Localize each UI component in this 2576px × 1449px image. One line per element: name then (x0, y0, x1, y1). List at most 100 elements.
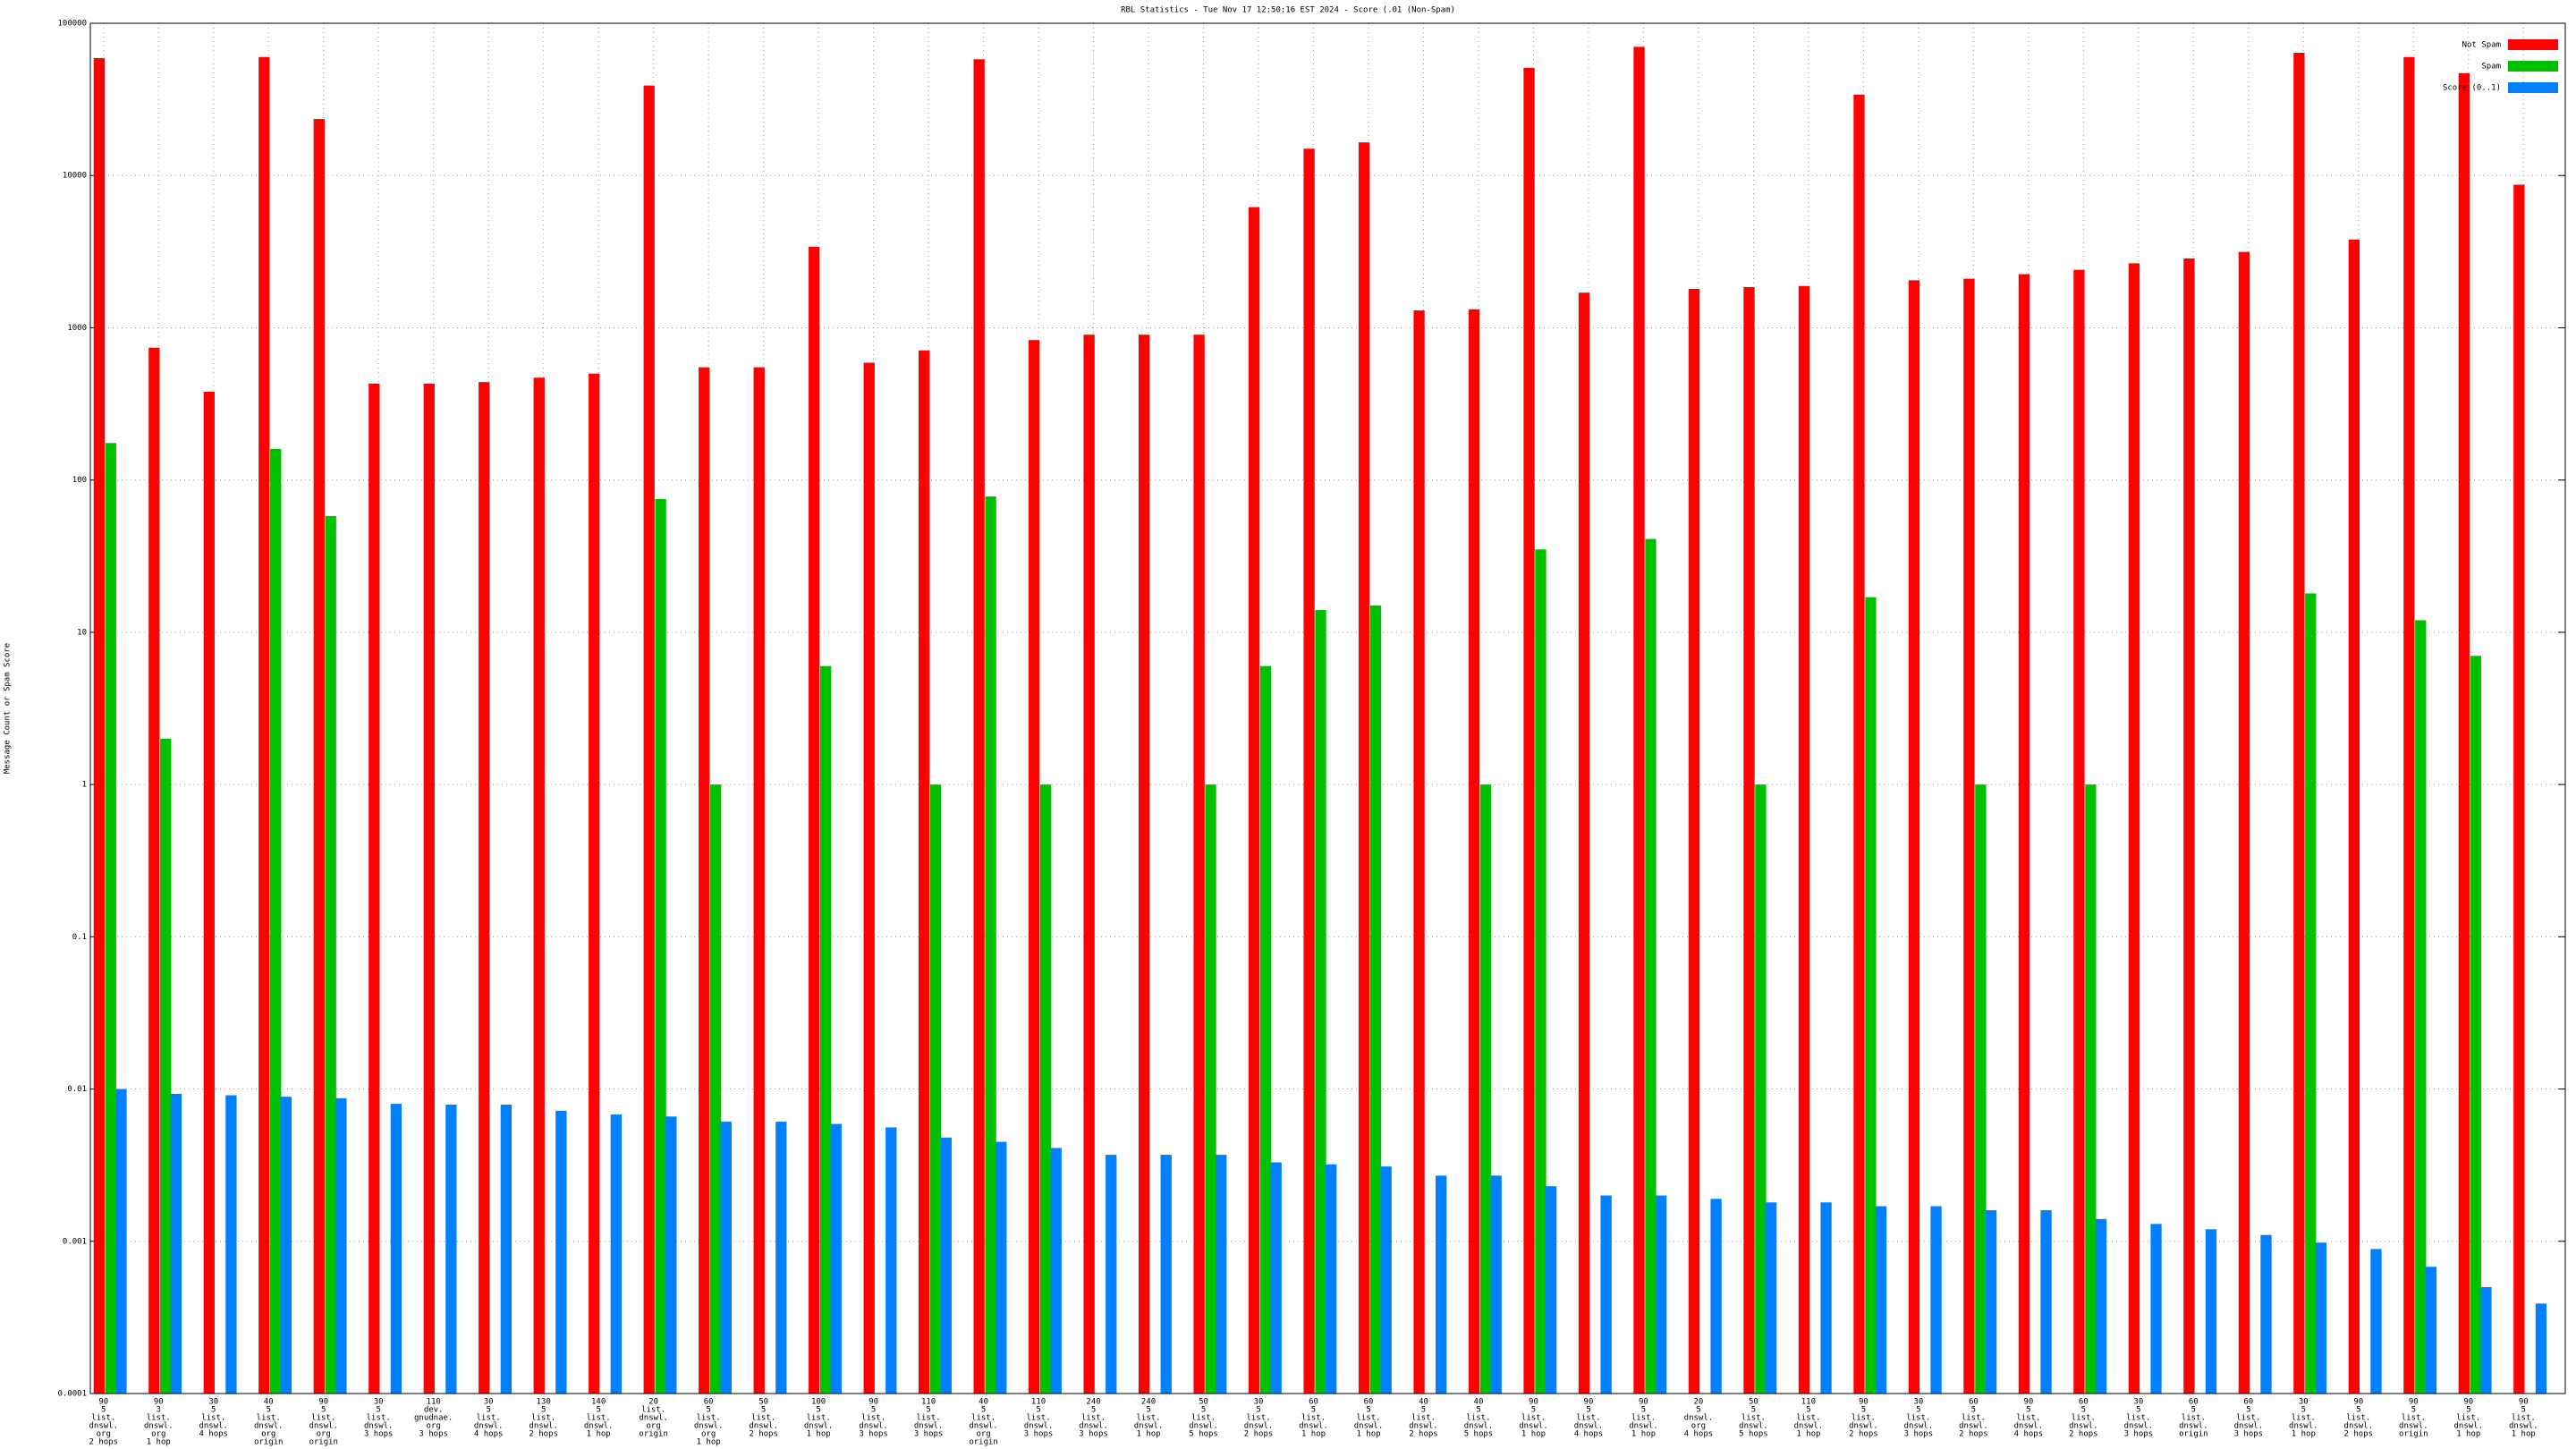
x-tick-label: list. (751, 1414, 775, 1423)
x-tick-label: 1 hop (807, 1430, 831, 1439)
x-tick-label: org (261, 1430, 275, 1439)
x-tick-label: 5 (376, 1406, 380, 1415)
x-tick-label: 110 (427, 1398, 441, 1407)
x-tick-label: 2 hops (2344, 1430, 2374, 1439)
bar (1710, 1199, 1722, 1394)
bar (1865, 597, 1877, 1394)
x-tick-label: dnswl. (2509, 1422, 2538, 1431)
x-tick-label: 110 (921, 1398, 936, 1407)
x-tick-label: org (1691, 1422, 1706, 1431)
x-tick-label: 5 (596, 1406, 600, 1415)
x-tick-label: origin (2399, 1430, 2428, 1439)
bar (1545, 1186, 1557, 1394)
x-tick-label: dnswl. (1684, 1414, 1714, 1423)
bar (1248, 207, 1260, 1394)
x-tick-label: 90 (2409, 1398, 2419, 1407)
x-tick-label: list. (2182, 1414, 2206, 1423)
x-tick-label: 3 hops (2124, 1430, 2154, 1439)
x-tick-label: 50 (1749, 1398, 1758, 1407)
x-tick-label: 4 hops (199, 1430, 228, 1439)
x-tick-label: list. (2346, 1414, 2370, 1423)
x-tick-label: dnswl. (1354, 1422, 1384, 1431)
chart-title: RBL Statistics - Tue Nov 17 12:50:16 EST… (1121, 6, 1455, 15)
bar (270, 448, 282, 1394)
x-tick-label: 40 (1419, 1398, 1428, 1407)
x-tick-label: dnswl. (749, 1422, 778, 1431)
x-tick-label: 90 (1529, 1398, 1538, 1407)
x-tick-label: dnswl. (2289, 1422, 2318, 1431)
x-tick-label: 5 (1146, 1406, 1150, 1415)
x-tick-label: dnswl. (1959, 1422, 1988, 1431)
bar (500, 1104, 513, 1394)
bar (1193, 335, 1205, 1394)
x-tick-label: org (317, 1430, 331, 1439)
x-tick-label: 5 (486, 1406, 490, 1415)
bar (2305, 593, 2317, 1394)
bar (2260, 1234, 2272, 1394)
y-tick-label: 1 (82, 781, 87, 790)
x-tick-label: dnswl. (89, 1422, 118, 1431)
x-tick-label: 5 hops (1464, 1430, 1494, 1439)
bar (1380, 1166, 1392, 1394)
bar (830, 1123, 842, 1394)
x-tick-label: list. (1081, 1414, 1106, 1423)
bar (1259, 665, 1272, 1394)
x-tick-label: 30 (374, 1398, 384, 1407)
bar (390, 1104, 402, 1394)
y-tick-label: 1000 (67, 324, 87, 333)
x-tick-label: dnswl. (474, 1422, 504, 1431)
x-tick-label: list. (2126, 1414, 2150, 1423)
bar (973, 59, 985, 1394)
x-tick-label: 1 hop (587, 1430, 611, 1439)
x-tick-label: org (97, 1430, 111, 1439)
x-tick-label: dnswl. (1299, 1422, 1328, 1431)
x-tick-label: dnswl. (2344, 1422, 2374, 1431)
bar (709, 784, 722, 1394)
x-tick-label: list. (1191, 1414, 1216, 1423)
x-tick-label: dnswl. (914, 1422, 944, 1431)
x-tick-label: dnswl. (1134, 1422, 1164, 1431)
x-tick-label: 90 (2519, 1398, 2529, 1407)
x-tick-label: origin (2179, 1430, 2208, 1439)
bar (809, 246, 820, 1394)
bar (886, 1127, 897, 1394)
x-tick-label: 30 (2133, 1398, 2143, 1407)
bar (1765, 1202, 1777, 1394)
x-tick-label: origin (254, 1438, 284, 1447)
x-tick-label: 3 hops (914, 1430, 944, 1439)
bar (1029, 340, 1040, 1394)
x-tick-label: 5 (2466, 1406, 2470, 1415)
x-tick-label: 5 (1641, 1406, 1646, 1415)
x-tick-label: dev. (424, 1406, 444, 1415)
bar (1930, 1206, 1942, 1394)
bar (2095, 1218, 2107, 1394)
bar (720, 1122, 732, 1394)
x-tick-label: 5 (2246, 1406, 2250, 1415)
x-tick-label: 90 (2353, 1398, 2363, 1407)
bar (2073, 269, 2085, 1394)
x-tick-label: 2 hops (1959, 1430, 1988, 1439)
x-tick-label: 240 (1086, 1398, 1100, 1407)
x-tick-label: list. (477, 1414, 501, 1423)
bar (1908, 280, 1920, 1394)
x-tick-label: dnswl. (144, 1422, 174, 1431)
x-tick-label: org (151, 1430, 165, 1439)
x-tick-label: dnswl. (639, 1414, 668, 1423)
x-tick-label: dnswl. (1519, 1422, 1548, 1431)
x-tick-label: 5 (1201, 1406, 1206, 1415)
x-tick-label: 20 (648, 1398, 658, 1407)
bar (1963, 278, 1975, 1394)
bar (1468, 309, 1480, 1394)
bar (1820, 1202, 1832, 1394)
bar (423, 383, 435, 1394)
x-tick-label: gnudnae. (414, 1414, 453, 1423)
x-tick-label: list. (1246, 1414, 1270, 1423)
bar (919, 350, 930, 1394)
x-tick-label: 90 (2463, 1398, 2473, 1407)
x-tick-label: 1 hop (1356, 1430, 1380, 1439)
x-tick-label: dnswl. (254, 1422, 284, 1431)
bar (170, 1093, 182, 1394)
x-tick-label: list. (311, 1414, 335, 1423)
x-tick-label: origin (639, 1430, 668, 1439)
